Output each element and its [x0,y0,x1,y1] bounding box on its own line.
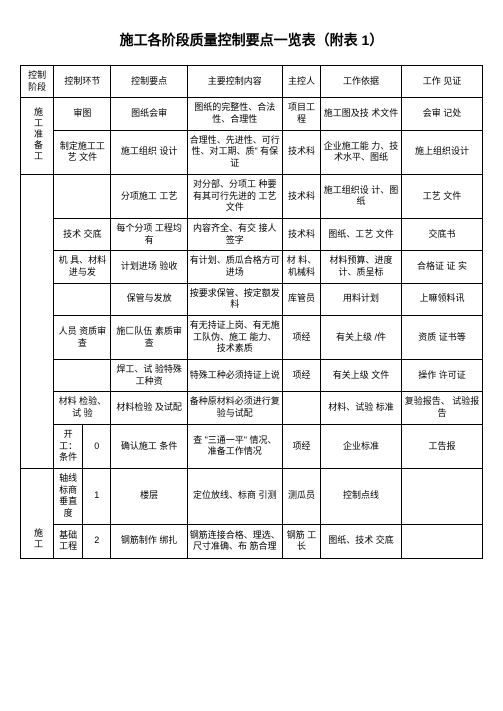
cell-witness: 会审 记处 [401,98,482,130]
cell-link: 材料 检验、试 验 [54,392,111,424]
table-row: 轴线标商垂直 度 1 楼层 定位放线、标商 引测 测瓜员 控制点线 [21,468,483,524]
cell-person: 项经 [282,360,320,392]
cell-content: 查 "三通一平" 情况、准备工作情况 [187,424,282,468]
cell-point: 计划进场 验收 [111,251,187,283]
header-basis: 工作依据 [321,66,402,98]
cell-witness: 合格证 证 实 [401,251,482,283]
table-row: 机 具、材料进与发 计划进场 验收 有计划、质瓜合格方可进场 材 料、机械科 材… [21,251,483,283]
cell-basis: 用料计划 [321,283,402,315]
cell-link: 开 工：条件 [54,424,83,468]
table-row: 制定施工工艺 文件 施工组织 设计 合理性、先进性、可行性、对工期、质" 有保证… [21,130,483,174]
cell-person [282,392,320,424]
cell-witness: 交底书 [401,218,482,250]
cell-basis: 有关上级 文件 [321,360,402,392]
cell-witness: 操作 许可证 [401,360,482,392]
cell-content: 钢筋连接合格、理选、尺寸准确、布 筋合理 [187,524,282,558]
cell-content: 有无持证上岗、有无施工队伪、施工 能力、技术素质 [187,316,282,360]
cell-point: 施工组织 设计 [111,130,187,174]
stage-label-2: 施工 [31,528,43,550]
cell-basis: 图纸、工艺 文件 [321,218,402,250]
cell-person: 项经 [282,316,320,360]
cell-link [54,174,111,218]
cell-witness: 工告报 [401,424,482,468]
cell-basis: 企业标准 [321,424,402,468]
table-row: 分项施工 工艺 对分部、分项工 种要有其可行先进的 工艺文件 技术科 施工组织设… [21,174,483,218]
cell-content: 内容齐全、有交 接人签字 [187,218,282,250]
header-witness: 工作 见证 [401,66,482,98]
cell-witness: 复验报告、 试验报告 [401,392,482,424]
cell-witness [401,468,482,524]
header-person: 主控人 [282,66,320,98]
cell-content: 按要求保管、按定额发料 [187,283,282,315]
cell-point: 钢筋制作 绑扎 [111,524,187,558]
cell-point: 保管与发放 [111,283,187,315]
cell-link [54,283,111,315]
table-row: 保管与发放 按要求保管、按定额发料 库管员 用料计划 上嘛领料讯 [21,283,483,315]
cell-sub: 1 [82,468,111,524]
quality-control-table: 控制 阶段 控制环节 控制要点 主要控制内容 主控人 工作依据 工作 见证 施工… [20,65,483,559]
table-row: 施工准备工 审图 图纸会审 图纸的完整性、合法性、合理性 项目工程 施工图及技 … [21,98,483,130]
cell-person: 技术科 [282,174,320,218]
cell-person: 钢筋 工长 [282,524,320,558]
table-row: 材料 检验、试 验 材料检验 及试配 备种原材料必须进行复验与试配 材料、试验 … [21,392,483,424]
cell-basis: 施工组织设 计、图纸 [321,174,402,218]
cell-point: 材料检验 及试配 [111,392,187,424]
cell-witness: 资质 证书等 [401,316,482,360]
cell-person: 项目工程 [282,98,320,130]
cell-person: 技术科 [282,218,320,250]
table-row: 施工 基础 工程 2 钢筋制作 绑扎 钢筋连接合格、理选、尺寸准确、布 筋合理 … [21,524,483,558]
cell-person: 材 料、机械科 [282,251,320,283]
cell-basis: 有关上级 /件 [321,316,402,360]
cell-basis: 企业施工能 力、技术水平、图纸 [321,130,402,174]
header-stage: 控制 阶段 [21,66,54,98]
cell-person: 测瓜员 [282,468,320,524]
cell-point: 确认施工 条件 [111,424,187,468]
cell-person: 库管员 [282,283,320,315]
header-link: 控制环节 [54,66,111,98]
cell-content: 图纸的完整性、合法性、合理性 [187,98,282,130]
cell-sub: 2 [82,524,111,558]
cell-link: 审图 [54,98,111,130]
table-row: 技术 交底 每个分项 工程均有 内容齐全、有交 接人签字 技术科 图纸、工艺 文… [21,218,483,250]
cell-sub: 0 [82,424,111,468]
cell-content: 特殊工种必须持证上说 [187,360,282,392]
cell-point: 楼层 [111,468,187,524]
table-row: 人员 资质审 查 施匚队伍 素质审查 有无持证上岗、有无施工队伪、施工 能力、技… [21,316,483,360]
cell-link: 制定施工工艺 文件 [54,130,111,174]
cell-witness: 上嘛领料讯 [401,283,482,315]
cell-content: 合理性、先进性、可行性、对工期、质" 有保证 [187,130,282,174]
cell-link: 人员 资质审 查 [54,316,111,360]
cell-point: 焊工、试 验特殊工种资 [111,360,187,392]
cell-point: 分项施工 工艺 [111,174,187,218]
cell-content: 有计划、质瓜合格方可进场 [187,251,282,283]
cell-basis: 材料、试验 标准 [321,392,402,424]
header-content: 主要控制内容 [187,66,282,98]
cell-point: 每个分项 工程均有 [111,218,187,250]
cell-witness: 工艺 文件 [401,174,482,218]
table-row: 开 工：条件 0 确认施工 条件 查 "三通一平" 情况、准备工作情况 项经 企… [21,424,483,468]
cell-link: 技术 交底 [54,218,111,250]
cell-link: 轴线标商垂直 度 [54,468,83,524]
cell-basis: 材料预算、进度计、质呈标 [321,251,402,283]
cell-basis: 图纸、技术 交底 [321,524,402,558]
cell-point: 施匚队伍 素质审查 [111,316,187,360]
cell-link: 机 具、材料进与发 [54,251,111,283]
cell-point: 图纸会审 [111,98,187,130]
cell-content: 对分部、分项工 种要有其可行先进的 工艺文件 [187,174,282,218]
cell-basis: 施工图及技 术文件 [321,98,402,130]
cell-person: 项经 [282,424,320,468]
cell-link [54,360,111,392]
cell-link: 基础 工程 [54,524,83,558]
cell-content: 定位放线、标商 引测 [187,468,282,524]
cell-content: 备种原材料必须进行复验与试配 [187,392,282,424]
cell-witness [401,524,482,558]
table-row: 焊工、试 验特殊工种资 特殊工种必须持证上说 项经 有关上级 文件 操作 许可证 [21,360,483,392]
header-point: 控制要点 [111,66,187,98]
page-title: 施工各阶段质量控制要点一览表（附表 1） [20,30,483,50]
cell-witness: 施上组织设计 [401,130,482,174]
cell-basis: 控制点线 [321,468,402,524]
stage-label-1: 施工准备工 [31,107,43,162]
cell-person: 技术科 [282,130,320,174]
